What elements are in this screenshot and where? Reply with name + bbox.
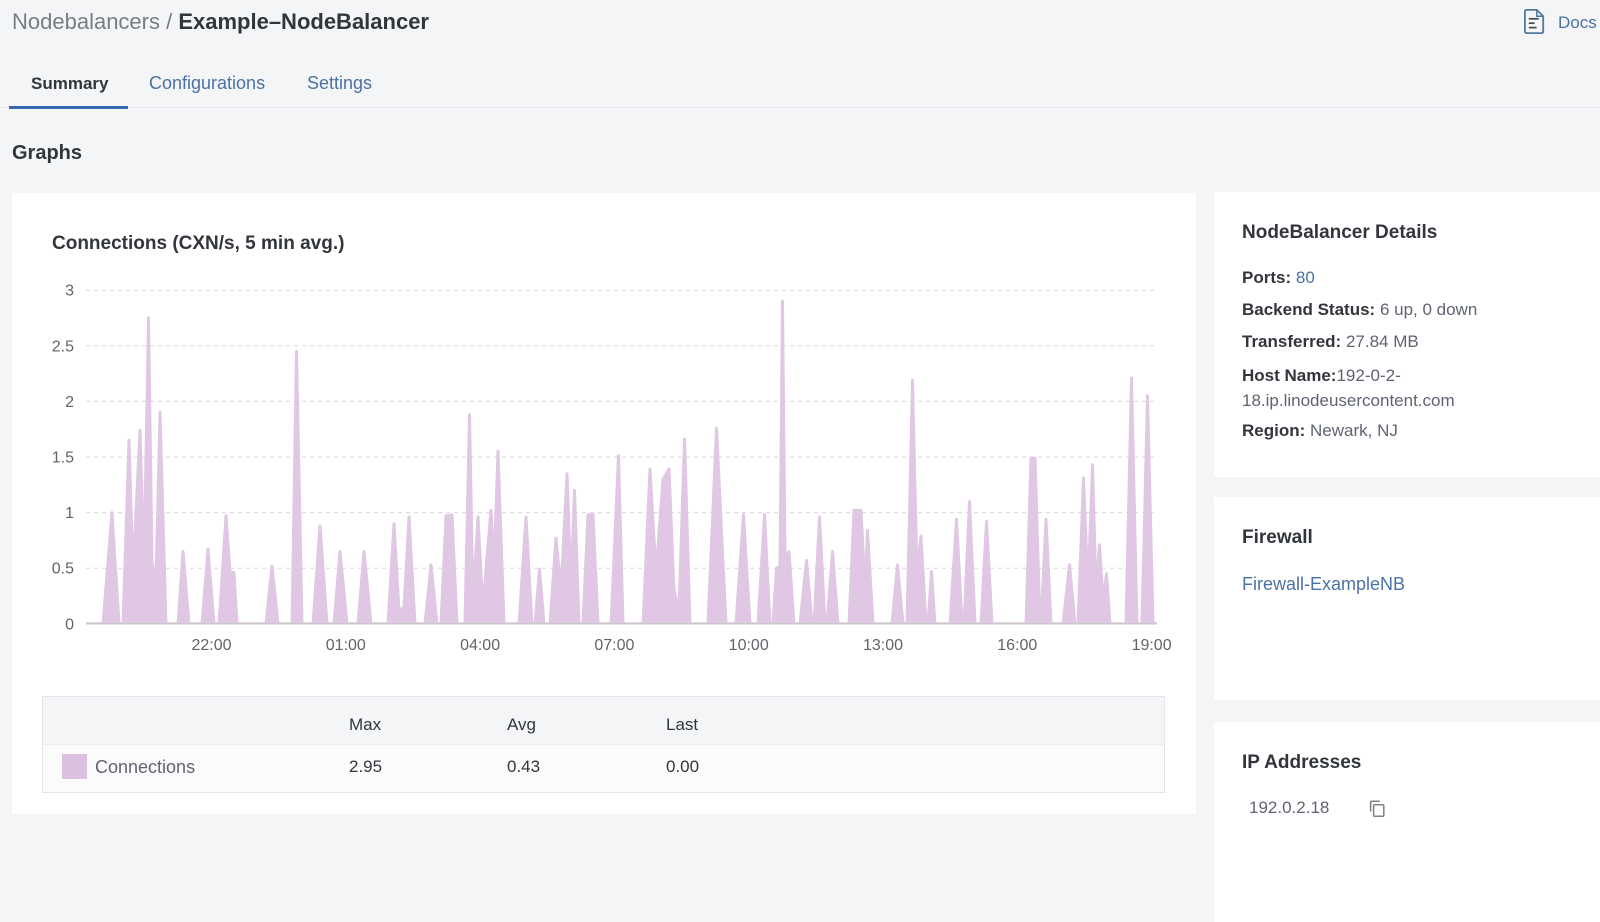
svg-text:10:00: 10:00 — [729, 637, 769, 654]
svg-text:0: 0 — [65, 616, 74, 633]
svg-text:2.5: 2.5 — [52, 338, 74, 355]
svg-text:07:00: 07:00 — [594, 637, 634, 654]
svg-text:01:00: 01:00 — [326, 637, 366, 654]
svg-text:19:00: 19:00 — [1132, 637, 1172, 654]
svg-text:1.5: 1.5 — [52, 450, 74, 467]
svg-text:13:00: 13:00 — [863, 637, 903, 654]
svg-text:16:00: 16:00 — [997, 637, 1037, 654]
svg-text:22:00: 22:00 — [191, 637, 231, 654]
svg-text:0.5: 0.5 — [52, 561, 74, 578]
svg-text:2: 2 — [65, 394, 74, 411]
svg-text:04:00: 04:00 — [460, 637, 500, 654]
svg-text:3: 3 — [65, 283, 74, 300]
svg-text:1: 1 — [65, 505, 74, 522]
